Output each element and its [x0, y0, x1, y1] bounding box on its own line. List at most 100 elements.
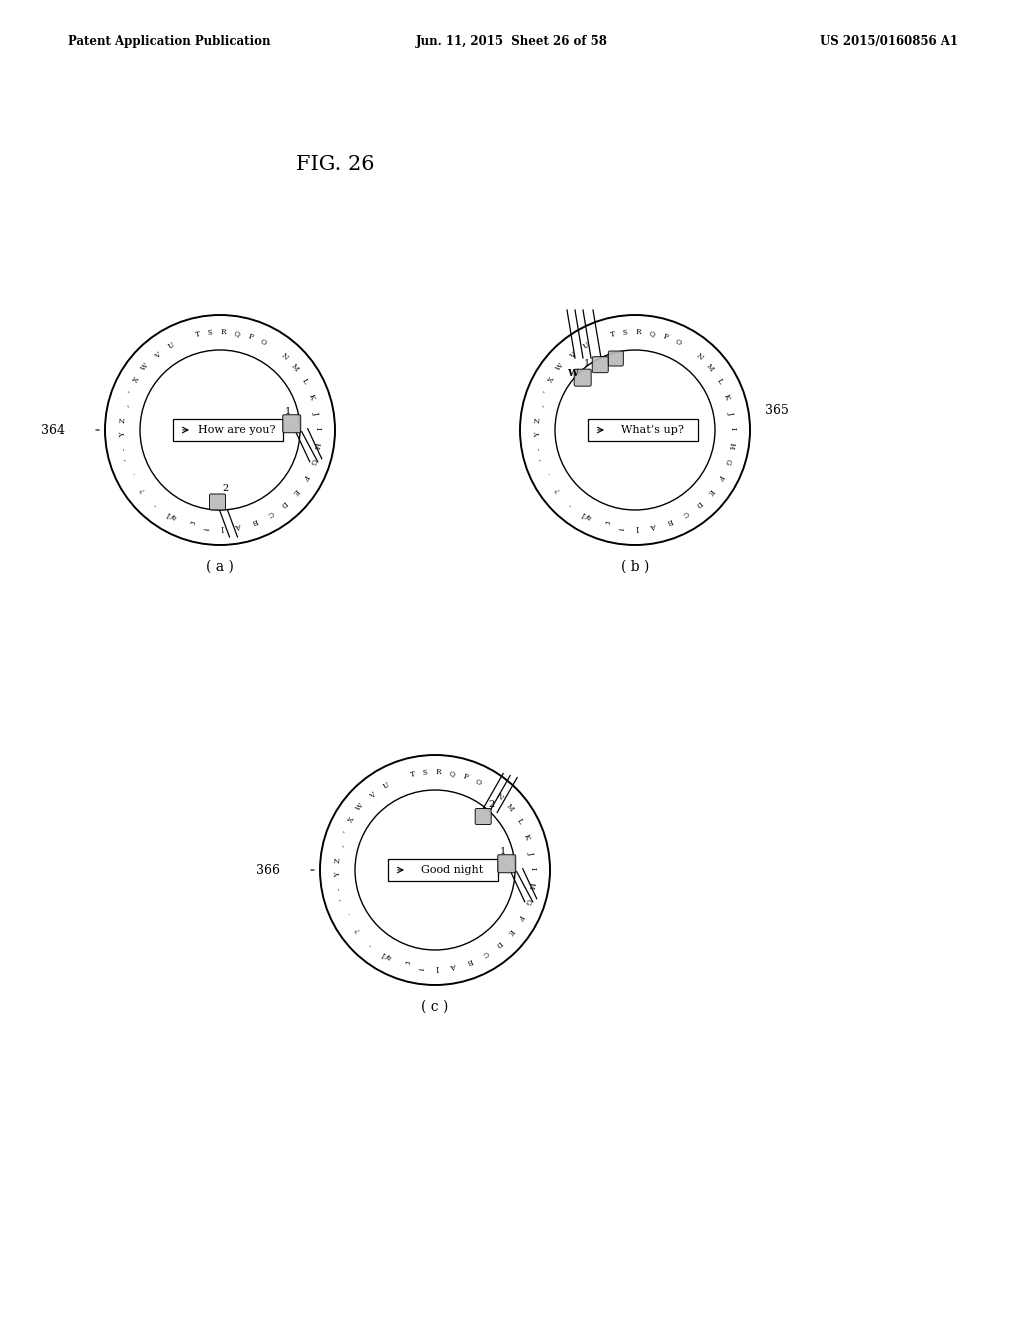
Text: Y: Y	[119, 433, 127, 438]
Text: Z: Z	[119, 417, 127, 422]
Text: R: R	[435, 768, 441, 776]
Text: B: B	[251, 516, 259, 525]
Text: T: T	[195, 330, 202, 339]
Text: T: T	[410, 771, 417, 779]
Text: I: I	[313, 426, 322, 430]
Text: E: E	[291, 487, 301, 496]
Text: J: J	[727, 411, 735, 416]
Text: ?: ?	[554, 486, 562, 494]
Text: E: E	[506, 927, 515, 936]
Text: M: M	[289, 362, 300, 372]
Text: How are you?: How are you?	[199, 425, 275, 436]
Text: K: K	[722, 393, 731, 400]
Text: X: X	[132, 375, 141, 384]
Text: Q: Q	[449, 770, 456, 779]
Text: A: A	[236, 521, 242, 531]
Text: 364: 364	[41, 424, 65, 437]
Text: -: -	[153, 500, 160, 507]
Text: Z: Z	[534, 417, 543, 422]
Text: S: S	[422, 768, 428, 777]
FancyBboxPatch shape	[475, 808, 492, 825]
Text: -: -	[368, 940, 375, 948]
Text: ( b ): ( b )	[621, 560, 649, 574]
Text: 1: 1	[285, 408, 291, 416]
Text: F: F	[515, 913, 525, 921]
Text: Jun. 11, 2015  Sheet 26 of 58: Jun. 11, 2015 Sheet 26 of 58	[416, 36, 608, 48]
Text: N: N	[694, 351, 703, 362]
Text: -: -	[335, 887, 343, 891]
Text: K: K	[307, 393, 316, 400]
Text: Z: Z	[334, 857, 342, 863]
Text: ( a ): ( a )	[206, 560, 233, 574]
Text: E: E	[706, 487, 716, 496]
FancyBboxPatch shape	[592, 356, 608, 372]
Text: L: L	[300, 378, 309, 385]
Text: ': '	[341, 829, 349, 834]
Text: B: B	[466, 956, 474, 966]
Text: K: K	[522, 833, 531, 841]
Text: -: -	[536, 446, 544, 450]
Text: ␣: ␣	[603, 519, 610, 528]
Text: M: M	[504, 801, 515, 813]
Text: L: L	[515, 817, 524, 825]
Circle shape	[355, 789, 515, 950]
Text: What’s up?: What’s up?	[621, 425, 683, 436]
Text: ←: ←	[617, 523, 625, 531]
Text: O: O	[674, 338, 682, 347]
Text: W: W	[555, 362, 566, 372]
Text: ': '	[538, 457, 546, 461]
Text: 366: 366	[256, 863, 280, 876]
Text: -: -	[120, 446, 128, 450]
Text: H: H	[526, 882, 536, 890]
Text: G: G	[723, 458, 732, 466]
Text: P: P	[462, 772, 469, 781]
Text: H: H	[312, 441, 321, 449]
Text: ␣: ␣	[187, 519, 196, 528]
Text: B: B	[666, 516, 674, 525]
Text: I: I	[728, 426, 736, 430]
Text: G: G	[307, 458, 316, 466]
Text: U: U	[382, 780, 391, 791]
Text: N: N	[494, 791, 504, 801]
Text: D: D	[495, 939, 504, 949]
Text: U: U	[582, 341, 591, 351]
Text: W: W	[140, 362, 151, 372]
Text: ': '	[541, 389, 549, 395]
Text: ,: ,	[337, 842, 345, 847]
Text: 365: 365	[765, 404, 788, 417]
Text: -: -	[567, 500, 574, 507]
Text: 2: 2	[222, 484, 228, 494]
Text: V: V	[567, 351, 577, 360]
Text: a/1: a/1	[580, 508, 593, 521]
Text: 1: 1	[634, 524, 639, 532]
Text: ?: ?	[354, 927, 362, 935]
Text: .: .	[344, 911, 352, 917]
Text: D: D	[280, 499, 289, 508]
Text: X: X	[347, 816, 356, 824]
FancyBboxPatch shape	[283, 414, 301, 433]
Text: W: W	[355, 801, 366, 813]
Text: ,: ,	[537, 403, 545, 407]
Text: A: A	[451, 961, 457, 970]
Text: ←: ←	[203, 523, 210, 531]
Circle shape	[140, 350, 300, 510]
Text: 1: 1	[500, 847, 506, 857]
FancyBboxPatch shape	[173, 418, 283, 441]
Text: O: O	[258, 338, 267, 347]
Text: ': '	[123, 457, 131, 461]
Text: V: V	[153, 351, 162, 360]
Text: ( c ): ( c )	[421, 1001, 449, 1014]
Text: ': '	[126, 389, 134, 395]
Text: F: F	[716, 473, 725, 482]
Text: .: .	[544, 471, 552, 477]
Text: Y: Y	[534, 433, 542, 438]
Text: P: P	[662, 333, 669, 342]
Text: Q: Q	[233, 330, 241, 338]
Text: 2: 2	[488, 800, 495, 809]
Text: M: M	[705, 362, 715, 372]
Text: Q: Q	[648, 330, 655, 338]
Text: R: R	[636, 329, 641, 337]
Text: Good night: Good night	[421, 865, 483, 875]
FancyBboxPatch shape	[210, 494, 225, 510]
FancyBboxPatch shape	[608, 351, 624, 366]
